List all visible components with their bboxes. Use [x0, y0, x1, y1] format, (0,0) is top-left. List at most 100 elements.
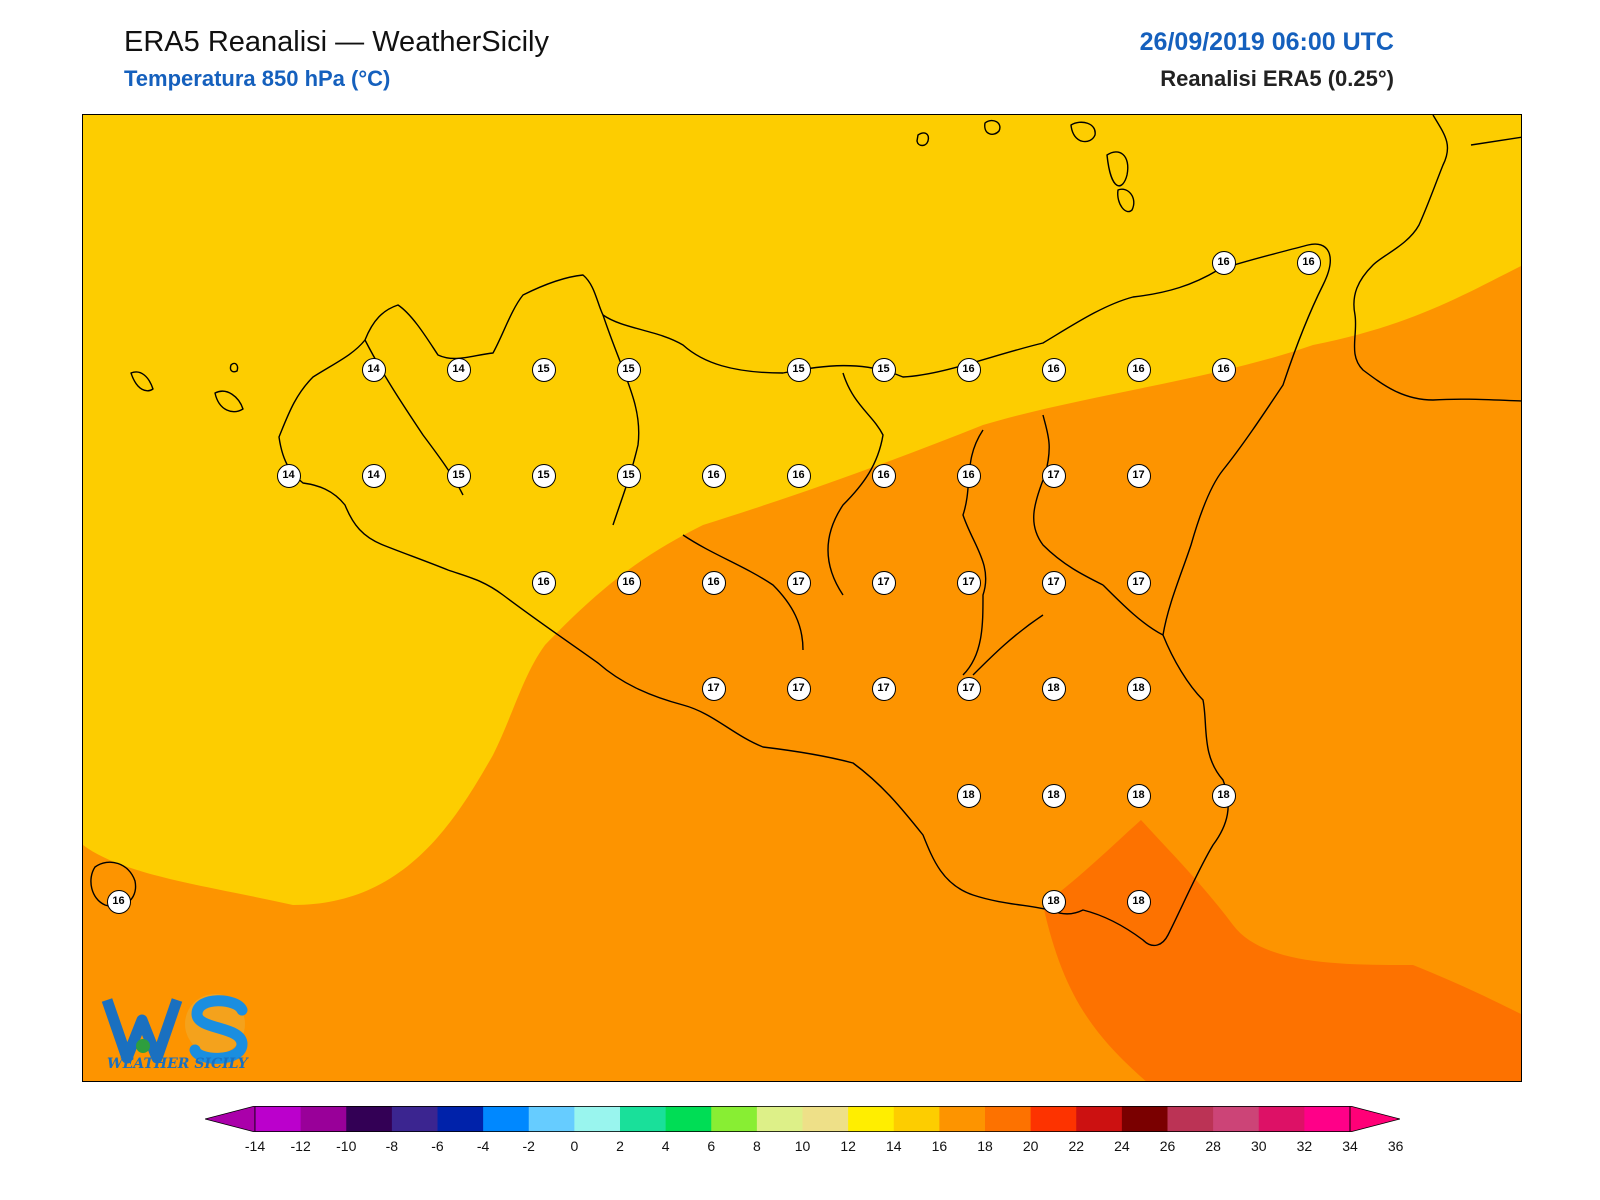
map-datetime: 26/09/2019 06:00 UTC [1139, 28, 1394, 56]
map-subtitle: Temperatura 850 hPa (°C) [124, 66, 391, 91]
colorbar-tick-label: 12 [840, 1138, 856, 1154]
station-marker: 16 [956, 464, 981, 488]
band-18-20 [1043, 820, 1521, 1081]
station-marker: 17 [786, 570, 811, 595]
station-marker: 16 [616, 570, 641, 595]
colorbar-cell [985, 1106, 1032, 1132]
station-marker: 16 [701, 464, 726, 488]
station-marker: 16 [1296, 251, 1321, 275]
colorbar [205, 1106, 1400, 1132]
province-borders [364, 314, 1164, 676]
station-marker: 16 [1126, 357, 1151, 382]
station-marker: 15 [531, 357, 556, 382]
colorbar-cell [756, 1106, 803, 1132]
station-marker: 18 [1126, 783, 1151, 808]
colorbar-cell [1167, 1106, 1214, 1132]
colorbar-tick-label: 36 [1387, 1138, 1404, 1154]
island-egadi-3 [229, 362, 239, 373]
colorbar-tick-label: 0 [570, 1138, 579, 1154]
logo-text: WEATHER SICILY [107, 1056, 248, 1072]
colorbar-tick-labels: -14 -12 -10 -8 -6 -4 -2 0 2 4 6 8 10 12 14 16 18 20 22 24 26… [0, 1138, 1600, 1158]
colorbar-cell [1030, 1106, 1077, 1132]
colorbar-tick-label: 22 [1068, 1138, 1085, 1154]
colorbar-tick-label: -2 [522, 1138, 535, 1154]
station-marker: 15 [871, 357, 896, 382]
island-aeolian-3 [1070, 121, 1096, 143]
station-marker: 17 [871, 570, 896, 595]
colorbar-tick-label: 30 [1250, 1138, 1267, 1154]
colorbar-cell [893, 1106, 940, 1132]
colorbar-cell [1304, 1106, 1351, 1132]
station-marker: 14 [446, 357, 471, 382]
colorbar-tick-label: -14 [244, 1138, 266, 1154]
map-title: ERA5 Reanalisi — WeatherSicily [124, 26, 549, 58]
station-marker: 16 [106, 890, 131, 914]
station-marker: 15 [616, 464, 641, 488]
station-marker: 16 [1041, 357, 1066, 382]
colorbar-cell [1213, 1106, 1260, 1132]
station-marker: 16 [786, 464, 811, 488]
colorbar-tick-label: 6 [707, 1138, 716, 1154]
station-marker: 17 [1126, 570, 1151, 595]
island-aeolian-4 [1106, 151, 1129, 187]
island-aeolian-1 [916, 132, 930, 147]
colorbar-cell [300, 1106, 347, 1132]
colorbar-tick-label: 34 [1342, 1138, 1358, 1154]
colorbar-cell [437, 1106, 484, 1132]
colorbar-cell [528, 1106, 575, 1132]
station-marker: 18 [1126, 677, 1151, 701]
station-marker: 16 [871, 464, 896, 488]
calabria-coastline-north [1470, 136, 1521, 146]
station-marker: 18 [1041, 890, 1066, 914]
station-marker: 17 [956, 570, 981, 595]
colorbar-cell [848, 1106, 895, 1132]
station-marker: 18 [956, 783, 981, 808]
ws-logo-icon [101, 994, 248, 1064]
colorbar-cell [711, 1106, 758, 1132]
colorbar-tick-label: 24 [1114, 1138, 1130, 1154]
colorbar-tick-label: -6 [431, 1138, 444, 1154]
island-aeolian-5 [1117, 188, 1135, 213]
colorbar-tick-label: 2 [616, 1138, 624, 1154]
map-source: Reanalisi ERA5 (0.25°) [1160, 66, 1394, 91]
colorbar-tick-label: 32 [1296, 1138, 1313, 1154]
weathersicily-logo: WEATHER SICILY [97, 980, 257, 1080]
station-marker: 15 [446, 464, 471, 488]
station-marker: 16 [956, 357, 981, 382]
sicily-coastline [278, 243, 1331, 947]
colorbar-cell [346, 1106, 393, 1132]
station-marker: 17 [956, 677, 981, 701]
colorbar-cell [391, 1106, 438, 1132]
map-canvas [83, 115, 1521, 1081]
island-aeolian-2 [984, 119, 1001, 135]
coastline [90, 115, 1521, 947]
colorbar-cell [255, 1106, 302, 1132]
island-egadi-2 [214, 390, 244, 413]
station-marker: 18 [1211, 783, 1236, 808]
colorbar-tick-label: 4 [661, 1138, 670, 1154]
colorbar-tick-label: -10 [336, 1138, 357, 1154]
station-marker: 15 [531, 464, 556, 488]
station-marker: 18 [1126, 890, 1151, 914]
colorbar-tick-label: 8 [752, 1138, 761, 1154]
colorbar-tick-label: 28 [1205, 1138, 1221, 1154]
colorbar-cell [483, 1106, 530, 1132]
station-marker: 14 [276, 464, 301, 488]
station-marker: 16 [1211, 251, 1236, 275]
colorbar-tick-label: 10 [794, 1138, 811, 1154]
station-marker: 15 [616, 357, 641, 382]
island-egadi-1 [130, 371, 154, 392]
colorbar-tick-label: 16 [931, 1138, 948, 1154]
station-marker: 16 [531, 570, 556, 595]
station-marker: 17 [871, 677, 896, 701]
colorbar-tick-label: 14 [885, 1138, 902, 1154]
temperature-map: 16 16 14 14 15 15 15 15 16 16 16 16 14 14 15 15 15 16 16 16… [82, 114, 1522, 1082]
station-marker: 17 [1126, 464, 1151, 488]
station-marker: 18 [1041, 783, 1066, 808]
colorbar-cell [1258, 1106, 1305, 1132]
colorbar-under-arrow [205, 1106, 256, 1132]
station-marker: 14 [361, 357, 386, 382]
colorbar-tick-label: 26 [1159, 1138, 1176, 1154]
colorbar-cell [802, 1106, 849, 1132]
colorbar-tick-label: -4 [476, 1138, 490, 1154]
